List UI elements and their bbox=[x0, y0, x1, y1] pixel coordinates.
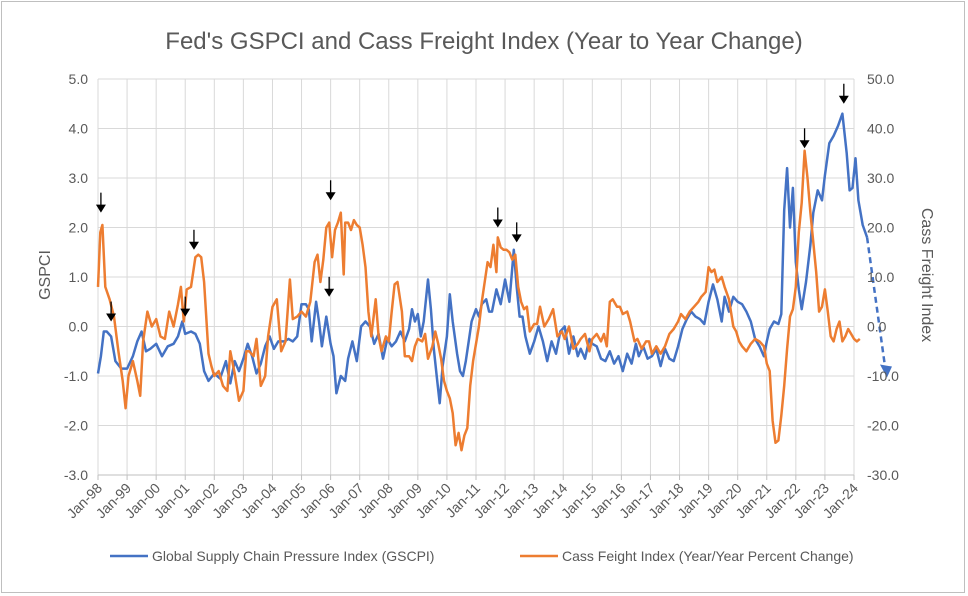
annotation-arrowhead bbox=[511, 234, 522, 243]
y-right-tick-label: -20.0 bbox=[867, 418, 899, 434]
annotation-arrowhead bbox=[838, 95, 849, 104]
y-left-tick-label: 5.0 bbox=[69, 71, 89, 87]
y-right-tick-label: 40.0 bbox=[867, 121, 894, 137]
y-right-tick-label: 10.0 bbox=[867, 269, 894, 285]
y-right-tick-label: -10.0 bbox=[867, 368, 899, 384]
legend-cass-label: Cass Feight Index (Year/Year Percent Cha… bbox=[562, 548, 854, 564]
annotation-arrowhead bbox=[799, 140, 810, 149]
y-right-tick-label: 50.0 bbox=[867, 71, 894, 87]
annotation-arrowhead bbox=[188, 241, 199, 250]
axes: -3.0 -30.0 -2.0 -20.0 -1.0 -10.0 0.0 0.0 1.0 10.0… bbox=[64, 71, 900, 521]
y-left-tick-label: -3.0 bbox=[64, 467, 88, 483]
y-left-tick-label: -2.0 bbox=[64, 418, 88, 434]
annotation-arrowhead bbox=[106, 313, 117, 322]
cass-series-line bbox=[96, 149, 861, 452]
y-left-tick-label: 3.0 bbox=[69, 170, 89, 186]
gscpi-series-line bbox=[96, 112, 869, 405]
plot-area bbox=[95, 83, 892, 452]
legend-gscpi-label: Global Supply Chain Pressure Index (GSCP… bbox=[152, 548, 434, 564]
left-axis-title: GSPCI bbox=[37, 250, 54, 300]
annotation-arrowhead bbox=[95, 204, 106, 213]
grid bbox=[97, 78, 855, 476]
y-left-tick-label: 4.0 bbox=[69, 121, 89, 137]
y-right-tick-label: 0.0 bbox=[867, 319, 887, 335]
y-right-tick-label: 30.0 bbox=[867, 170, 894, 186]
legend: Global Supply Chain Pressure Index (GSCP… bbox=[110, 548, 854, 564]
y-right-tick-label: -30.0 bbox=[867, 467, 899, 483]
forecast-dashed-line bbox=[865, 237, 888, 374]
y-left-tick-label: 2.0 bbox=[69, 220, 89, 236]
y-left-tick-label: -1.0 bbox=[64, 368, 88, 384]
y-left-tick-label: 0.0 bbox=[69, 319, 89, 335]
annotation-arrowhead bbox=[324, 288, 335, 297]
right-axis-title: Cass Freight Index bbox=[918, 208, 935, 342]
annotation-arrowhead bbox=[492, 219, 503, 228]
chart-title: Fed's GSPCI and Cass Freight Index (Year… bbox=[165, 28, 802, 55]
y-right-tick-label: 20.0 bbox=[867, 220, 894, 236]
y-left-tick-label: 1.0 bbox=[69, 269, 89, 285]
annotation-arrowhead bbox=[325, 192, 336, 201]
forecast-arrowhead bbox=[879, 364, 892, 378]
annotation-arrowhead bbox=[180, 308, 191, 317]
